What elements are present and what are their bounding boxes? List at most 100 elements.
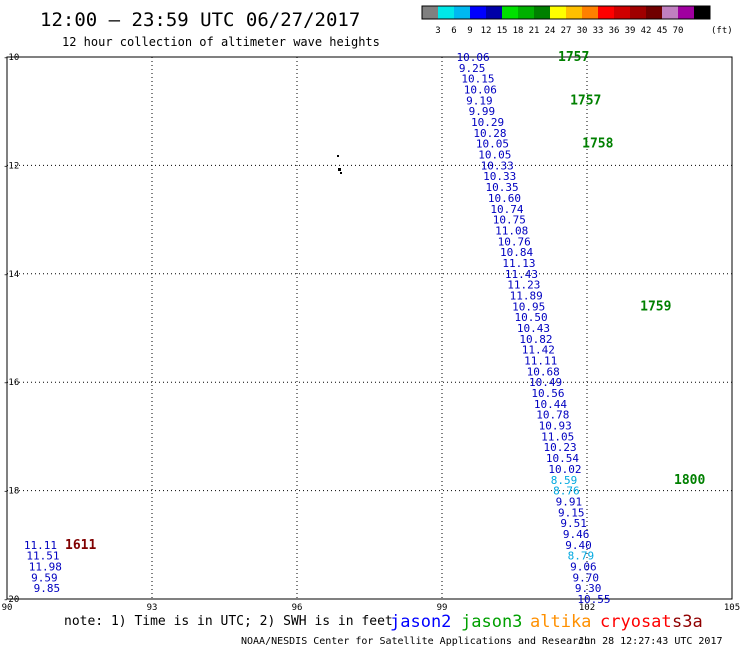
pass-time-label: 1800 [674,473,705,488]
pass-time-label: 1759 [640,299,671,314]
wave-height-value: 9.46 [563,528,590,541]
pass-time-label: 1758 [582,137,613,152]
scale-swatch [502,6,518,19]
satellite-legend-altika: altika [530,612,591,632]
x-tick-label: 99 [437,603,448,613]
scale-swatch [582,6,598,19]
scale-swatch [694,6,710,19]
wave-height-value: 10.29 [471,116,504,129]
wave-height-value: 10.49 [529,376,562,389]
wave-height-value: 10.33 [483,170,516,183]
wave-height-value: 9.59 [31,571,57,584]
y-tick-label: -10 [3,53,19,63]
satellite-legend-jason2: jason2 [390,612,451,632]
wave-height-value: 10.93 [539,420,572,433]
wave-height-value: 10.35 [486,181,519,194]
wave-height-value: 10.06 [457,51,490,64]
wave-height-value: 10.76 [498,235,531,248]
scale-tick-label: 9 [467,26,472,36]
scale-swatch [630,6,646,19]
scale-tick-label: 15 [497,26,508,36]
wave-height-value: 9.51 [560,517,587,530]
wave-height-value: 10.82 [519,333,552,346]
legend-note: note: 1) Time is in UTC; 2) SWH is in fe… [64,614,393,629]
page-title: 12:00 – 23:59 UTC 06/27/2017 [40,9,360,31]
wave-height-value: 10.74 [490,203,523,216]
wave-height-value: 11.08 [495,224,528,237]
scale-tick-label: 21 [529,26,540,36]
satellite-legend-jason3: jason3 [461,612,522,632]
wave-height-value: 9.91 [556,495,583,508]
x-tick-label: 105 [724,603,740,613]
wave-height-value: 10.54 [546,452,579,465]
wave-height-value: 10.55 [577,593,610,606]
wave-height-value: 9.99 [469,105,496,118]
scale-tick-label: 45 [657,26,668,36]
wave-height-value: 10.05 [476,138,509,151]
wave-height-value: 10.84 [500,246,533,259]
scale-tick-label: 27 [561,26,572,36]
wave-height-value: 11.11 [24,539,57,552]
scale-swatch [550,6,566,19]
wave-height-value: 10.44 [534,398,567,411]
wave-height-value: 10.43 [517,322,550,335]
wave-height-value: 10.95 [512,300,545,313]
x-tick-label: 93 [147,603,158,613]
y-tick-label: -18 [3,487,19,497]
satellite-track-main: 10.069.2510.1510.069.199.9910.2910.2810.… [457,50,706,606]
scale-swatch [470,6,486,19]
wave-height-value: 11.43 [505,268,538,281]
plot-frame [6,56,733,600]
color-scale-legend: 3 6 9 12 15 18 21 24 27 30 33 36 39 42 45 70 [421,5,711,36]
scale-swatch [518,6,534,19]
wave-height-value: 10.78 [536,409,569,422]
satellite-legend-s3a: s3a [672,612,703,632]
wave-height-value: 9.06 [570,560,597,573]
x-tick-label: 90 [2,603,13,613]
wave-height-value: 10.56 [531,387,564,400]
axis-tick-labels: 90 93 96 99 102 105 -10 -12 -14 -16 -18 -20 [2,53,740,613]
scale-tick-label: 30 [577,26,588,36]
pass-time-label: 1757 [558,50,589,65]
wave-height-value: 9.30 [575,582,602,595]
scale-tick-label: 36 [609,26,620,36]
satellite-legend-cryosat: cryosat [600,612,672,632]
wave-height-value: 11.89 [510,289,543,302]
wave-height-value: 10.60 [488,192,521,205]
scale-swatch [646,6,662,19]
scale-swatch [614,6,630,19]
page-subtitle: 12 hour collection of altimeter wave hei… [62,35,380,49]
satellite-legend: jason2 jason3 altika cryosat s3a [390,612,703,632]
y-tick-label: -16 [3,378,19,388]
pass-time-label: 1757 [570,93,601,108]
scale-tick-label: 18 [513,26,524,36]
scale-tick-label: 12 [481,26,492,36]
scale-swatch [454,6,470,19]
x-tick-label: 96 [292,603,303,613]
scale-swatch [662,6,678,19]
y-tick-label: -12 [3,161,19,171]
plot-border [6,56,733,600]
wave-height-value: 10.05 [478,149,511,162]
wave-height-value: 10.68 [527,365,560,378]
wave-height-value: 11.51 [26,550,59,563]
wave-height-value: 10.15 [461,73,494,86]
wave-height-value: 11.05 [541,430,574,443]
wave-height-value: 9.19 [466,94,493,107]
scale-tick-label: 33 [593,26,604,36]
wave-height-value: 11.13 [502,257,535,270]
wave-height-value: 9.85 [34,582,61,595]
scale-swatch [438,6,454,19]
scale-unit-label: (ft) [711,26,733,36]
scale-swatch [422,6,438,19]
cocos-island-marker [337,155,342,174]
scale-swatch [534,6,550,19]
scale-tick-label: 70 [673,26,684,36]
scale-swatch [678,6,694,19]
wave-height-value: 9.70 [573,571,600,584]
scale-tick-label: 42 [641,26,652,36]
scale-tick-label: 6 [451,26,456,36]
pass-time-label: 1611 [65,538,96,553]
wave-height-value: 10.06 [464,84,497,97]
